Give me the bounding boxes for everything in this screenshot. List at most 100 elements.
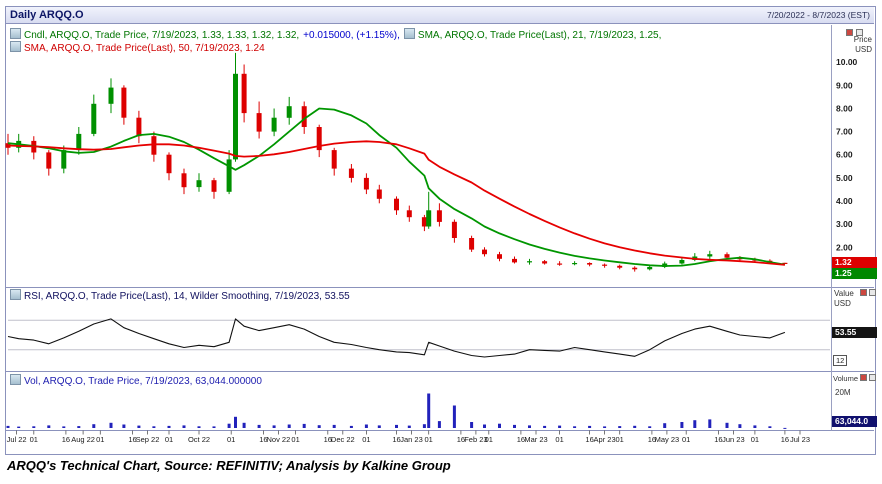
candle (348, 168, 354, 178)
candle (426, 210, 432, 227)
volume-bar (573, 426, 577, 428)
svg-text:May 23: May 23 (655, 435, 680, 444)
chart-caption: ARQQ's Technical Chart, Source: REFINITI… (7, 458, 451, 473)
volume-bar (47, 425, 51, 428)
svg-text:16: 16 (62, 435, 70, 444)
svg-text:Jul 23: Jul 23 (790, 435, 810, 444)
rsi-panel-maximize-icon[interactable] (869, 289, 876, 296)
volume-bar (618, 426, 622, 428)
sma50-series-icon (10, 41, 21, 52)
volume-panel-maximize-icon[interactable] (869, 374, 876, 381)
volume-bar (227, 423, 231, 428)
volume-bar (753, 425, 757, 428)
candle (233, 73, 238, 160)
volume-bar (648, 426, 652, 428)
rsi-axis-tick: 12 (833, 355, 848, 366)
svg-text:16: 16 (714, 435, 722, 444)
candle (632, 267, 638, 270)
volume-bar (92, 424, 96, 428)
volume-bar (633, 425, 637, 428)
volume-bar (470, 422, 474, 428)
candle (271, 117, 277, 132)
candle (301, 106, 307, 127)
svg-text:4.00: 4.00 (836, 196, 853, 206)
svg-text:Oct 22: Oct 22 (188, 435, 210, 444)
candle (512, 258, 517, 263)
svg-text:01: 01 (165, 435, 173, 444)
volume-bar (197, 426, 201, 428)
volume-bar (332, 424, 336, 428)
candlesticks (5, 52, 788, 272)
svg-text:Jan 23: Jan 23 (400, 435, 423, 444)
volume-bar (708, 419, 712, 428)
svg-text:2.00: 2.00 (836, 242, 853, 252)
svg-text:01: 01 (96, 435, 104, 444)
volume-bar (62, 426, 66, 428)
candle (707, 254, 713, 257)
sma-21-line (7, 107, 786, 267)
volume-bar (528, 425, 531, 428)
volume-bar (738, 424, 742, 428)
volume-bar (768, 426, 772, 428)
svg-text:16: 16 (517, 435, 525, 444)
svg-text:16: 16 (585, 435, 593, 444)
svg-text:6.00: 6.00 (836, 150, 853, 160)
volume-panel-close-icon[interactable] (860, 374, 867, 381)
price-panel-maximize-icon[interactable] (856, 29, 863, 36)
volume-bar (427, 393, 431, 428)
candle (782, 262, 788, 264)
candle (181, 173, 187, 188)
candle (331, 150, 337, 169)
candle (46, 152, 52, 169)
price-panel-close-icon[interactable] (846, 29, 853, 36)
svg-text:01: 01 (682, 435, 690, 444)
svg-text:16: 16 (324, 435, 332, 444)
volume-bar (588, 425, 592, 428)
volume-bar (395, 424, 398, 428)
candle (436, 210, 442, 222)
candle (376, 189, 382, 199)
candle (394, 198, 399, 211)
chart-titlebar: Daily ARQQ.O 7/20/2022 - 8/7/2023 (EST) (6, 7, 874, 24)
candle (196, 180, 202, 188)
candle-series-icon (10, 28, 21, 39)
svg-text:5.00: 5.00 (836, 173, 853, 183)
volume-bar (603, 426, 607, 428)
volume-bar (513, 424, 516, 428)
value-axis-unit: USD (834, 299, 851, 308)
volume-bar (152, 426, 156, 428)
sma50-legend-text: SMA, ARQQ.O, Trade Price(Last), 50, 7/19… (24, 43, 265, 54)
price-axis-unit: USD (855, 45, 872, 54)
volume-bar (452, 405, 456, 428)
candle (451, 221, 457, 238)
chart-window-frame (5, 6, 876, 455)
candle (542, 261, 548, 264)
svg-text:01: 01 (30, 435, 38, 444)
last-price-badge: 1.32 (832, 257, 877, 268)
volume-bar (783, 427, 787, 429)
volume-bar (109, 422, 113, 428)
svg-text:01: 01 (291, 435, 299, 444)
volume-bar (32, 426, 36, 428)
volume-bar (364, 424, 368, 428)
candle (421, 217, 427, 227)
volume-bar (77, 426, 81, 428)
volume-bar (287, 424, 291, 428)
candle (256, 113, 262, 132)
volume-bar (17, 426, 21, 428)
svg-text:Nov 22: Nov 22 (267, 435, 291, 444)
svg-text:7.00: 7.00 (836, 127, 853, 137)
svg-text:9.00: 9.00 (836, 80, 853, 90)
price-axis-title: Price (853, 35, 872, 44)
candle (61, 150, 67, 169)
candle (166, 154, 172, 174)
candle (241, 73, 247, 114)
rsi-panel-close-icon[interactable] (860, 289, 867, 296)
svg-text:16: 16 (392, 435, 400, 444)
candle (76, 133, 82, 151)
volume-bars (6, 393, 787, 429)
svg-text:16: 16 (457, 435, 465, 444)
svg-text:16: 16 (259, 435, 267, 444)
sma-50-line (7, 140, 785, 266)
candle (572, 263, 578, 265)
